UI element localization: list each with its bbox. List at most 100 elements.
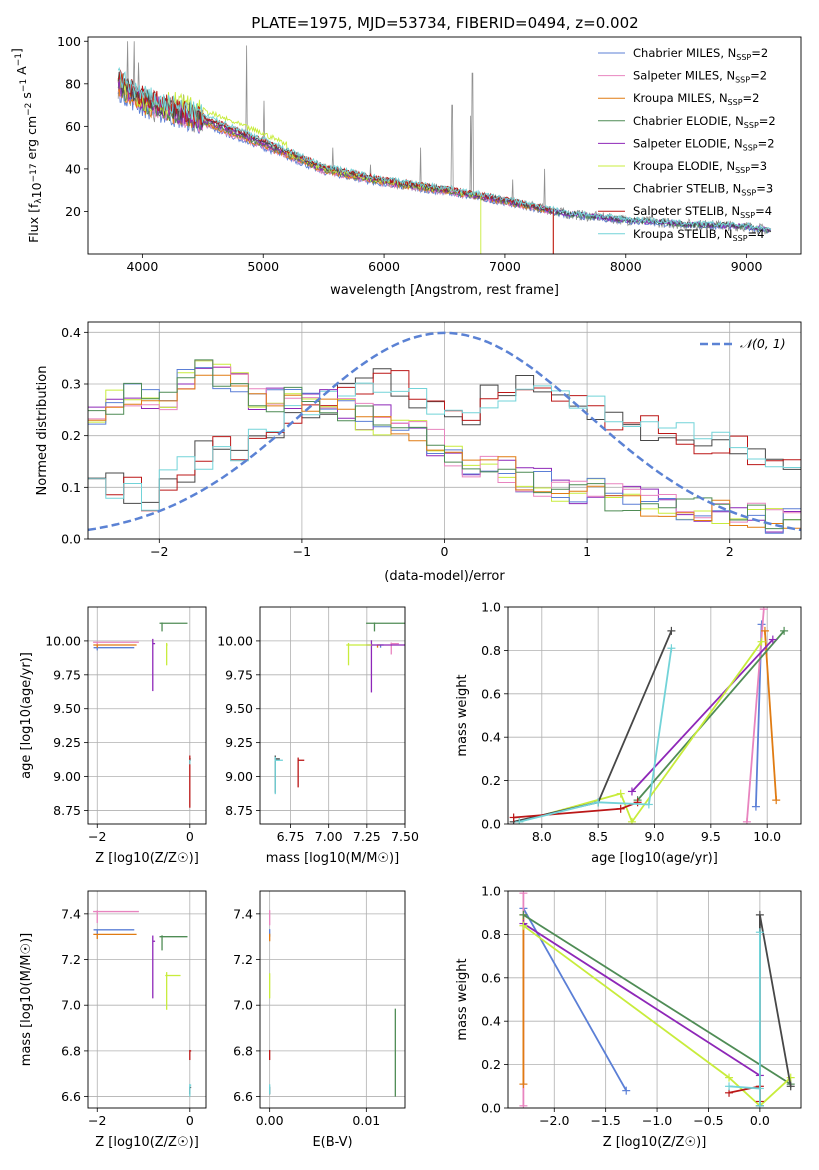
y-tick-label: 7.2 <box>233 952 253 967</box>
x-tick-label: −0.5 <box>693 1113 723 1128</box>
x-tick-label: 6000 <box>368 259 400 274</box>
y-tick-label: 0.0 <box>61 532 81 547</box>
x-tick-label: 7.00 <box>315 829 343 844</box>
legend-label: Salpeter STELIB, NSSP=4 <box>633 204 772 220</box>
x-tick-label: 4000 <box>126 259 158 274</box>
y-tick-label: 8.75 <box>225 803 253 818</box>
x-tick-label: 0.0 <box>750 1113 770 1128</box>
x-tick-label: 0.00 <box>256 1113 284 1128</box>
axes-frame <box>87 606 207 825</box>
x-tick-label: 9.5 <box>701 829 721 844</box>
y-tick-label: 0.4 <box>481 730 501 745</box>
y-tick-label: 1.0 <box>481 600 501 615</box>
legend-label: Kroupa ELODIE, NSSP=3 <box>633 159 767 175</box>
x-axis-label: wavelength [Angstrom, rest frame] <box>330 283 559 298</box>
y-tick-label: 1.0 <box>481 884 501 899</box>
y-tick-label: 9.25 <box>225 735 253 750</box>
plot-area <box>88 331 801 534</box>
x-tick-label: 7.50 <box>391 829 419 844</box>
legend-label: Kroupa MILES, NSSP=2 <box>633 91 759 107</box>
y-axis-label: age [log10(age/yr)] <box>19 652 34 779</box>
legend-label: Salpeter MILES, NSSP=2 <box>633 69 767 85</box>
y-tick-label: 0.0 <box>481 817 501 832</box>
subplot-weight-vs-age: 8.0 8.5 9.0 9.5 10.0 0.0 0.2 0.4 0.6 0.8 1.0 age [l… <box>455 600 802 866</box>
plot-area <box>519 891 795 1108</box>
y-tick-label: 10.00 <box>45 633 81 648</box>
y-tick-label: 8.75 <box>53 803 81 818</box>
x-tick-label: 8.0 <box>532 829 552 844</box>
legend: Chabrier MILES, NSSP=2 Salpeter MILES, NS… <box>598 46 776 243</box>
subplots: 4000 5000 6000 7000 8000 900020406080100wavel… <box>9 34 802 1150</box>
y-tick-label: 6.6 <box>233 1089 253 1104</box>
subplot-mass-vs-EBV: 0.00 0.01 6.6 6.8 7.0 7.2 7.4 E(B-V) <box>233 890 406 1150</box>
subplot-age-vs-mass: 6.75 7.00 7.25 7.50 8.75 9.00 9.25 9.50 9.75 10.0… <box>217 606 419 866</box>
subplot-weight-vs-Z: −2.0 −1.5 −1.0 −0.5 0.0 0.0 0.2 0.4 0.6 0.8 1.0 Z [… <box>455 884 802 1150</box>
subplot-age-vs-Z: −2 0 8.75 9.00 9.25 9.50 9.75 10.00 Z [log10(Z/Z… <box>19 606 207 866</box>
legend-label: Kroupa STELIB, NSSP=4 <box>633 227 764 243</box>
y-tick-label: 9.75 <box>53 667 81 682</box>
x-tick-label: 0 <box>441 544 449 559</box>
y-tick-label: 80 <box>65 76 81 91</box>
plot-area <box>93 910 192 1097</box>
weight-line <box>764 630 778 801</box>
plot-area <box>269 910 396 1097</box>
legend-label: Chabrier STELIB, NSSP=3 <box>633 182 773 198</box>
y-tick-label: 100 <box>57 34 81 49</box>
subplot-mass-vs-Z: −2 0 6.6 6.8 7.0 7.2 7.4 Z [log10(Z/Z☉)] mass [l… <box>19 890 207 1150</box>
x-tick-label: −1.0 <box>642 1113 672 1128</box>
axes-frame <box>259 606 406 825</box>
plot-area <box>274 622 405 795</box>
histogram-step <box>88 359 801 530</box>
y-tick-label: 0.4 <box>61 325 81 340</box>
x-tick-label: 5000 <box>247 259 279 274</box>
x-axis-label: Z [log10(Z/Z☉)] <box>95 851 199 866</box>
y-tick-label: 7.2 <box>61 952 81 967</box>
x-tick-label: 8.5 <box>588 829 608 844</box>
y-tick-label: 7.0 <box>61 998 81 1013</box>
legend: 𝒩(0, 1) <box>700 336 786 351</box>
legend-label: Salpeter ELODIE, NSSP=2 <box>633 136 775 152</box>
y-tick-label: 0.2 <box>481 1057 501 1072</box>
x-tick-label: 8000 <box>610 259 642 274</box>
x-tick-label: 1 <box>583 544 591 559</box>
subplot-residuals: −2 −1 0 1 2 0.0 0.1 0.2 0.3 0.4 (data-model)/error… <box>35 321 802 584</box>
weight-line <box>519 641 763 824</box>
x-tick-label: 0.01 <box>352 1113 380 1128</box>
y-axis-label: Flux [fλ10−17 erg cm−2 s−1 A−1] <box>9 48 44 243</box>
y-tick-label: 9.50 <box>225 701 253 716</box>
y-tick-label: 40 <box>65 161 81 176</box>
x-tick-label: 0 <box>186 829 194 844</box>
subplot-spectrum: 4000 5000 6000 7000 8000 9000 20 40 60 80 100 wavel… <box>9 34 802 298</box>
weight-line <box>522 924 792 1108</box>
figure-title: PLATE=1975, MJD=53734, FIBERID=0494, z=0… <box>251 14 638 32</box>
histogram-step <box>88 382 801 511</box>
weight-line <box>631 638 774 793</box>
y-tick-label: 0.1 <box>61 480 81 495</box>
axes-frame <box>507 890 802 1109</box>
weight-line <box>759 914 792 1106</box>
x-tick-label: 7.25 <box>353 829 381 844</box>
x-tick-label: 9000 <box>731 259 763 274</box>
x-axis-label: age [log10(age/yr)] <box>591 851 718 866</box>
x-tick-label: 9.0 <box>645 829 665 844</box>
y-tick-label: 6.8 <box>61 1043 81 1058</box>
model-line <box>117 66 772 232</box>
axes-frame <box>507 606 802 825</box>
weight-line <box>513 630 673 823</box>
weight-line <box>728 932 761 1106</box>
x-tick-label: 10.0 <box>753 829 781 844</box>
x-tick-label: 2 <box>726 544 734 559</box>
x-tick-label: 6.75 <box>277 829 305 844</box>
y-tick-label: 0.6 <box>481 970 501 985</box>
y-tick-label: 20 <box>65 204 81 219</box>
y-tick-label: 6.6 <box>61 1089 81 1104</box>
y-tick-label: 0.3 <box>61 377 81 392</box>
weight-line <box>519 648 673 823</box>
plot-area <box>117 41 772 254</box>
y-tick-label: 0.4 <box>481 1014 501 1029</box>
y-tick-label: 60 <box>65 119 81 134</box>
y-axis-label: mass weight <box>455 958 470 1040</box>
x-tick-label: −2.0 <box>539 1113 569 1128</box>
plot-area <box>509 607 789 824</box>
